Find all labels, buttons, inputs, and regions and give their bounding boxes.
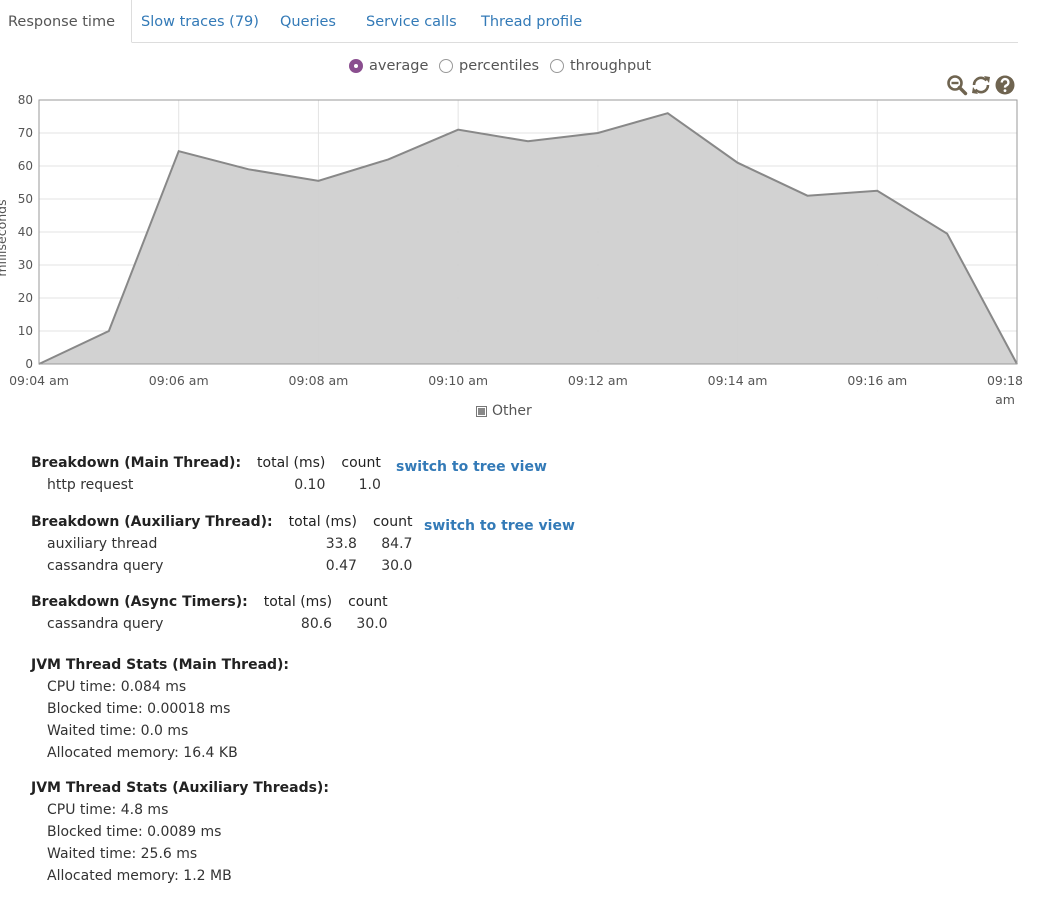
legend-label-other: Other xyxy=(492,403,532,419)
table-row: auxiliary thread 33.8 84.7 xyxy=(31,533,412,555)
radio-average-indicator[interactable] xyxy=(349,59,363,73)
col-total-header: total (ms) xyxy=(257,455,326,471)
col-total-header: total (ms) xyxy=(288,514,357,530)
allocated-memory: Allocated memory: 16.4 KB xyxy=(47,745,238,761)
y-tick-label: 40 xyxy=(18,225,33,239)
radio-throughput[interactable]: throughput xyxy=(550,58,651,74)
x-tick-label: 09:16 am xyxy=(847,373,907,388)
x-tick-label: 09:08 am xyxy=(289,373,349,388)
blocked-time: Blocked time: 0.0089 ms xyxy=(47,824,222,840)
cpu-time: CPU time: 0.084 ms xyxy=(47,679,187,695)
x-tick-label: 09:14 am xyxy=(708,373,768,388)
breakdown-title: Breakdown (Auxiliary Thread): xyxy=(31,514,273,530)
radio-percentiles-indicator[interactable] xyxy=(439,59,453,73)
breakdown-auxiliary-thread: Breakdown (Auxiliary Thread): total (ms)… xyxy=(31,511,412,577)
tab-service-calls[interactable]: Service calls xyxy=(366,14,457,30)
row-count: 30.0 xyxy=(381,558,413,574)
table-row: http request 0.10 1.0 xyxy=(31,474,381,496)
tab-bar: Response time Slow traces (79) Queries S… xyxy=(0,0,1018,43)
row-count: 1.0 xyxy=(358,477,381,493)
switch-to-tree-view-link-aux[interactable]: switch to tree view xyxy=(424,518,575,534)
row-name: http request xyxy=(47,477,134,493)
row-count: 84.7 xyxy=(381,536,413,552)
x-tick-label-suffix: am xyxy=(995,392,1015,407)
radio-percentiles-label: percentiles xyxy=(459,58,540,74)
row-total: 0.10 xyxy=(294,477,326,493)
y-tick-label: 60 xyxy=(18,159,33,173)
y-tick-label: 70 xyxy=(18,126,33,140)
breakdown-main-thread: Breakdown (Main Thread): total (ms) coun… xyxy=(31,452,381,496)
tab-slow-traces[interactable]: Slow traces (79) xyxy=(141,14,259,30)
y-axis-label: milliseconds xyxy=(0,199,9,276)
jvm-stats-title: JVM Thread Stats (Main Thread): xyxy=(31,657,290,673)
y-tick-label: 50 xyxy=(18,192,33,206)
col-count-header: count xyxy=(341,455,381,471)
chart-toolbar xyxy=(946,74,1016,96)
tab-response-time[interactable]: Response time xyxy=(0,0,133,43)
x-tick-label: 09:10 am xyxy=(428,373,488,388)
x-tick-label: 09:12 am xyxy=(568,373,628,388)
col-count-header: count xyxy=(348,594,388,610)
jvm-stats-title: JVM Thread Stats (Auxiliary Threads): xyxy=(31,780,329,796)
radio-average[interactable]: average xyxy=(349,58,428,74)
switch-to-tree-view-link[interactable]: switch to tree view xyxy=(396,459,547,475)
waited-time: Waited time: 0.0 ms xyxy=(47,723,189,739)
response-time-chart: 0 10 20 30 40 50 60 70 80 09:04 am 09:06 am 09:08 … xyxy=(0,93,1023,407)
help-icon[interactable] xyxy=(994,74,1016,96)
cpu-time: CPU time: 4.8 ms xyxy=(47,802,169,818)
chart-line-other xyxy=(38,112,1018,365)
breakdown-title: Breakdown (Async Timers): xyxy=(31,594,248,610)
row-total: 0.47 xyxy=(325,558,357,574)
table-row: cassandra query 0.47 30.0 xyxy=(31,555,412,577)
y-tick-label: 80 xyxy=(18,93,33,107)
chart-area-other xyxy=(39,113,1017,364)
table-row: cassandra query 80.6 30.0 xyxy=(31,613,388,635)
radio-average-label: average xyxy=(369,58,429,74)
row-name: cassandra query xyxy=(47,616,164,632)
row-total: 80.6 xyxy=(300,616,333,632)
radio-throughput-label: throughput xyxy=(570,58,652,74)
col-count-header: count xyxy=(372,514,413,530)
row-name: cassandra query xyxy=(47,558,164,574)
legend-swatch-other xyxy=(476,405,487,417)
y-tick-label: 10 xyxy=(18,324,33,338)
breakdown-async-timers: Breakdown (Async Timers): total (ms) cou… xyxy=(31,591,388,635)
y-tick-label: 0 xyxy=(25,357,33,371)
chart-frame xyxy=(38,99,1018,365)
x-tick-label: 09:04 am xyxy=(9,373,69,388)
zoom-out-icon[interactable] xyxy=(946,74,968,96)
blocked-time: Blocked time: 0.00018 ms xyxy=(47,701,231,717)
row-count: 30.0 xyxy=(356,616,388,632)
x-axis-ticks: 09:04 am 09:06 am 09:08 am 09:10 am 09:12 am… xyxy=(9,373,1023,407)
tab-thread-profile[interactable]: Thread profile xyxy=(481,14,583,30)
col-total-header: total (ms) xyxy=(263,594,333,610)
jvm-stats-main-thread: JVM Thread Stats (Main Thread): CPU time… xyxy=(31,654,289,764)
jvm-stats-auxiliary-threads: JVM Thread Stats (Auxiliary Threads): CP… xyxy=(31,777,329,887)
breakdown-title: Breakdown (Main Thread): xyxy=(31,455,242,471)
y-tick-label: 30 xyxy=(18,258,33,272)
chart-mode-selector: average percentiles throughput xyxy=(0,58,1040,80)
x-tick-label: 09:06 am xyxy=(149,373,209,388)
x-tick-label: 09:18 xyxy=(987,373,1023,388)
row-total: 33.8 xyxy=(325,536,357,552)
tab-queries[interactable]: Queries xyxy=(280,14,336,30)
y-axis-ticks: 0 10 20 30 40 50 60 70 80 xyxy=(18,93,33,371)
waited-time: Waited time: 25.6 ms xyxy=(47,846,198,862)
radio-throughput-indicator[interactable] xyxy=(550,59,564,73)
refresh-icon[interactable] xyxy=(970,74,992,96)
y-tick-label: 20 xyxy=(18,291,33,305)
allocated-memory: Allocated memory: 1.2 MB xyxy=(47,868,232,884)
chart-legend[interactable]: Other xyxy=(476,403,532,419)
row-name: auxiliary thread xyxy=(47,536,158,552)
radio-percentiles[interactable]: percentiles xyxy=(439,58,539,74)
